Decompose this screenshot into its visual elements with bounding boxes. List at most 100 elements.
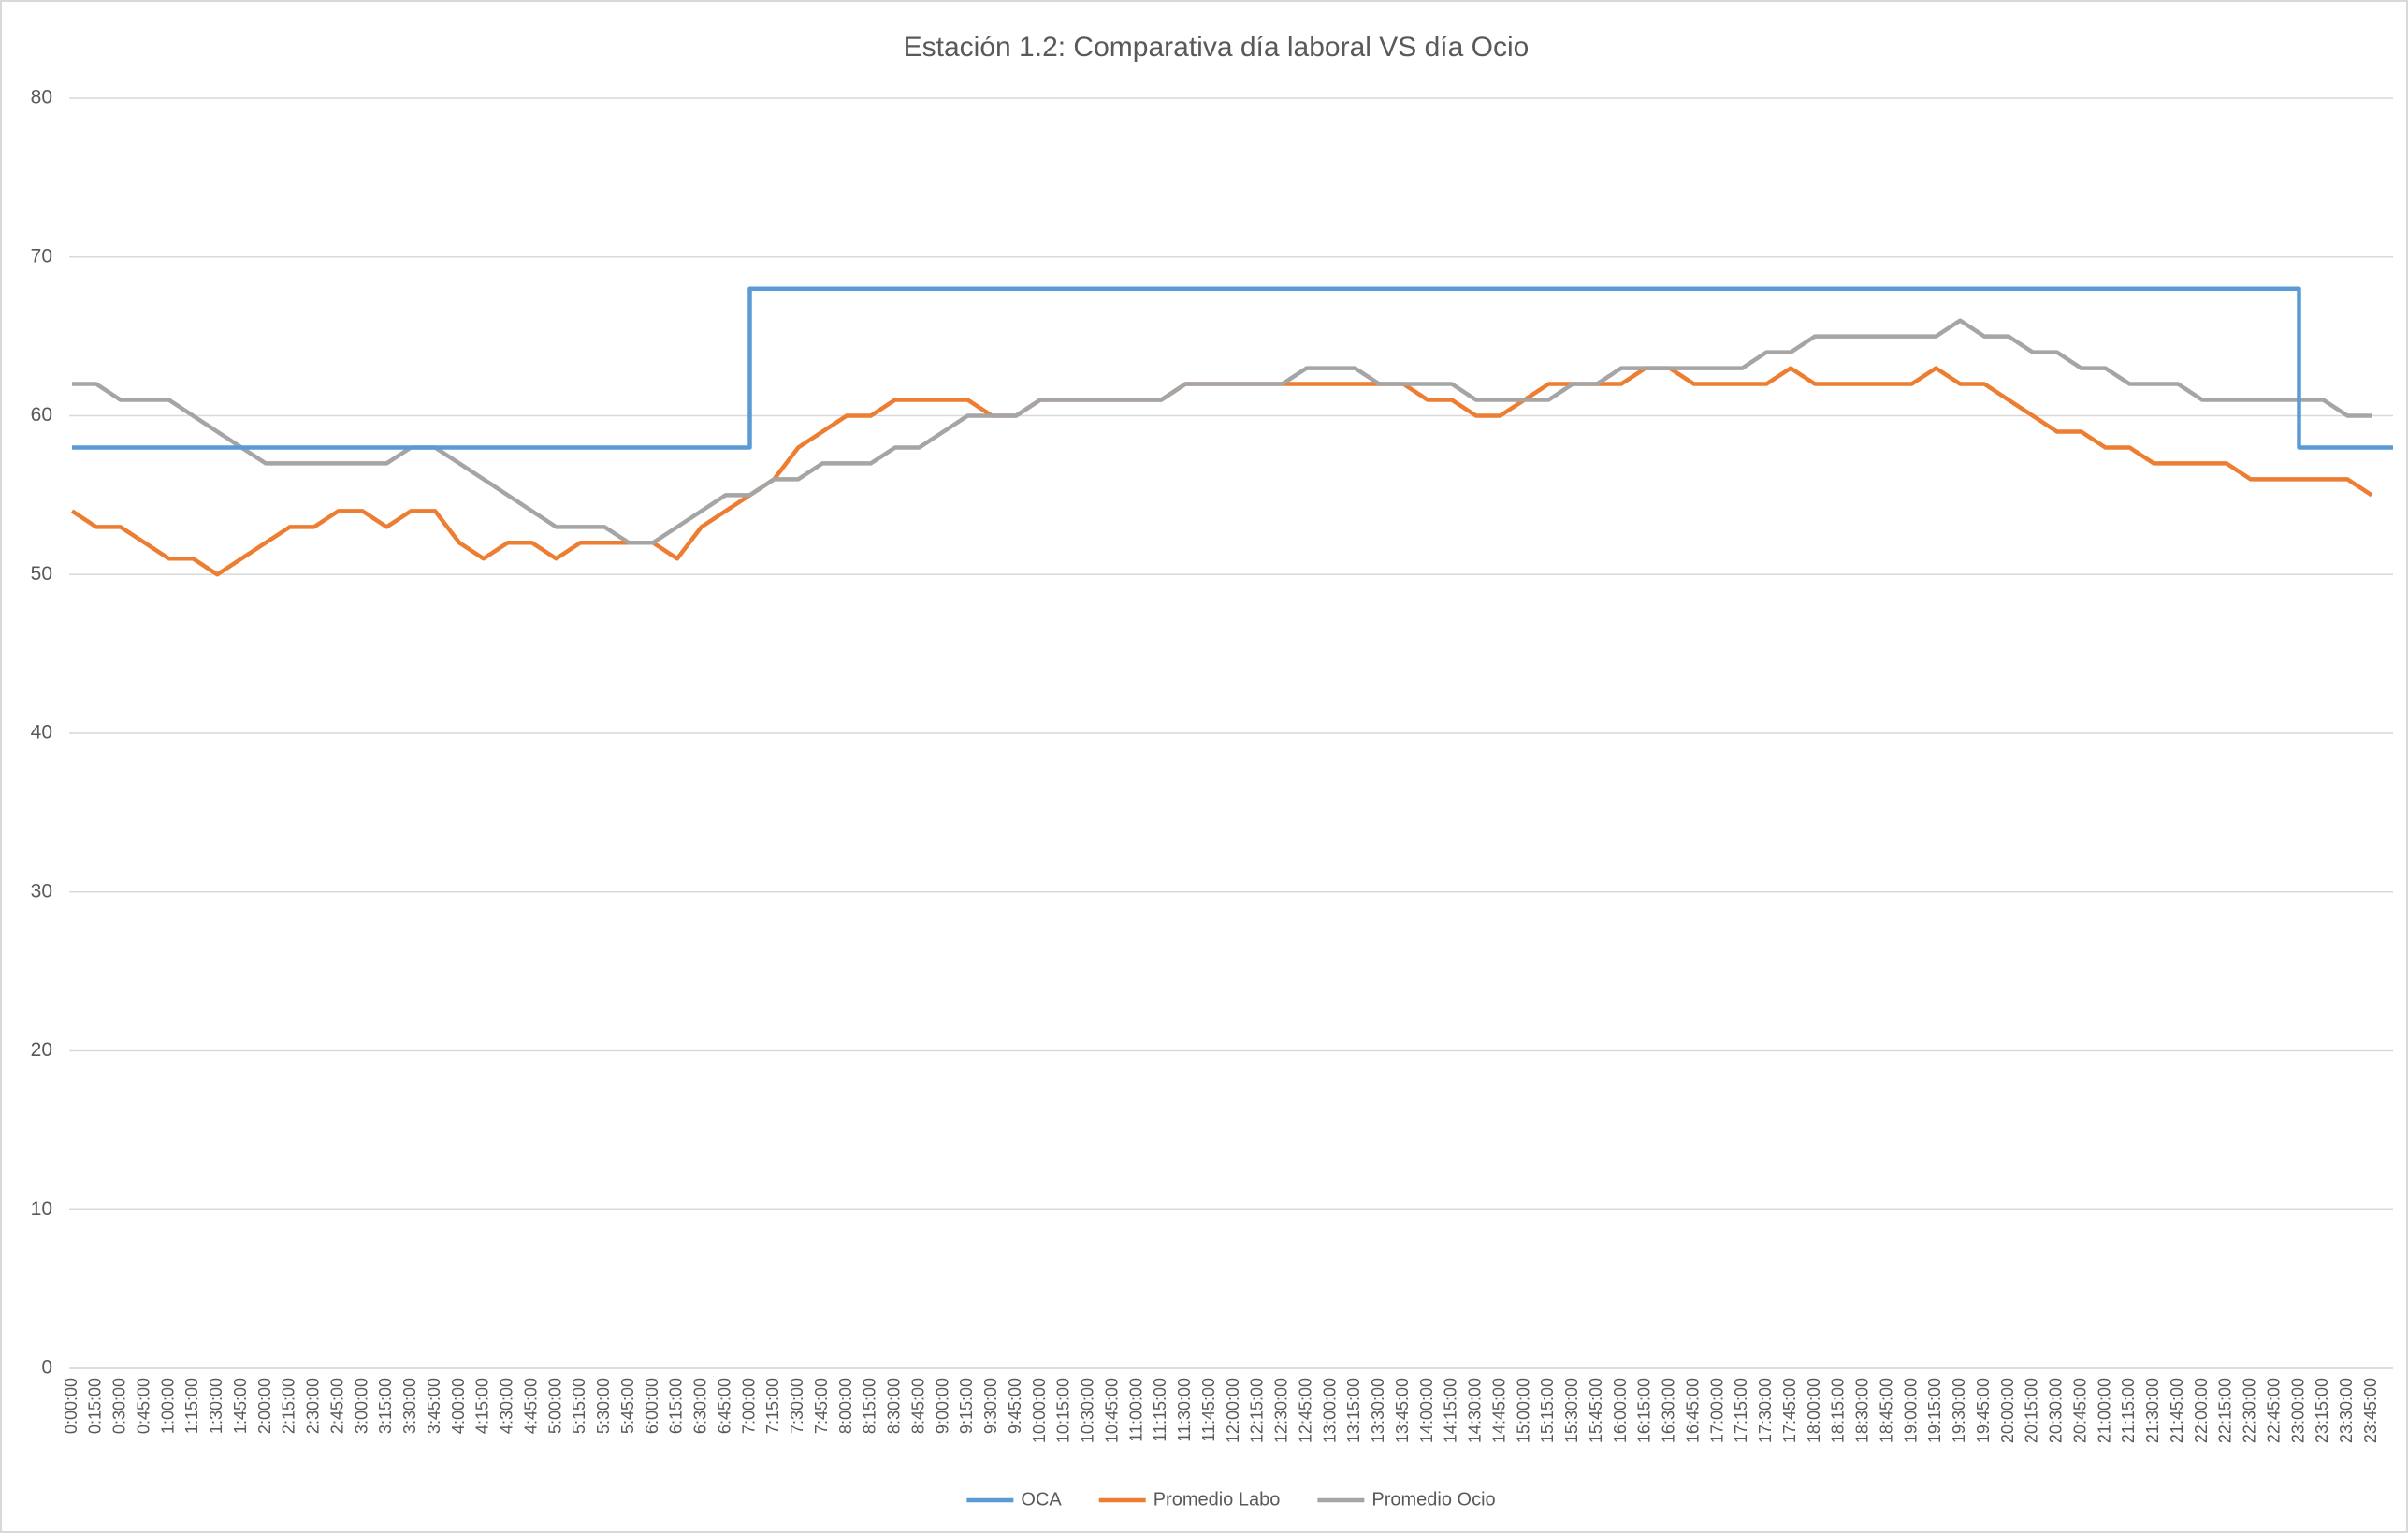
x-tick-label: 20:45:00 bbox=[2070, 1378, 2089, 1443]
x-tick-label: 9:30:00 bbox=[981, 1378, 1000, 1434]
x-tick-label: 2:00:00 bbox=[255, 1378, 274, 1434]
x-tick-label: 11:30:00 bbox=[1175, 1378, 1194, 1442]
x-tick-label: 15:45:00 bbox=[1587, 1378, 1605, 1443]
x-tick-label: 0:15:00 bbox=[86, 1378, 105, 1434]
x-tick-label: 20:15:00 bbox=[2023, 1378, 2041, 1443]
legend-label: OCA bbox=[1021, 1489, 1062, 1510]
x-tick-label: 21:15:00 bbox=[2119, 1378, 2138, 1443]
y-tick-label: 50 bbox=[31, 563, 52, 585]
x-tick-label: 15:15:00 bbox=[1538, 1378, 1557, 1443]
x-tick-label: 5:30:00 bbox=[594, 1378, 613, 1434]
x-tick-label: 2:45:00 bbox=[327, 1378, 346, 1434]
x-tick-label: 23:15:00 bbox=[2313, 1378, 2331, 1443]
x-tick-label: 14:00:00 bbox=[1417, 1378, 1436, 1443]
x-tick-label: 22:30:00 bbox=[2241, 1378, 2259, 1443]
x-tick-label: 4:15:00 bbox=[473, 1378, 492, 1434]
x-tick-label: 6:15:00 bbox=[667, 1378, 686, 1434]
x-tick-label: 8:45:00 bbox=[908, 1378, 927, 1434]
x-tick-label: 19:15:00 bbox=[1925, 1378, 1944, 1443]
x-tick-label: 0:45:00 bbox=[134, 1378, 152, 1434]
legend-label: Promedio Ocio bbox=[1371, 1489, 1495, 1510]
x-tick-label: 21:45:00 bbox=[2168, 1378, 2186, 1443]
x-tick-label: 9:00:00 bbox=[933, 1378, 951, 1434]
x-tick-label: 17:30:00 bbox=[1756, 1378, 1775, 1443]
x-tick-label: 14:30:00 bbox=[1466, 1378, 1485, 1443]
x-tick-label: 5:00:00 bbox=[545, 1378, 564, 1434]
x-tick-label: 16:45:00 bbox=[1683, 1378, 1702, 1443]
x-tick-label: 22:45:00 bbox=[2264, 1378, 2283, 1443]
x-tick-label: 5:15:00 bbox=[570, 1378, 588, 1434]
y-tick-label: 10 bbox=[31, 1198, 52, 1220]
x-tick-label: 9:45:00 bbox=[1006, 1378, 1024, 1434]
x-tick-label: 10:45:00 bbox=[1102, 1378, 1121, 1443]
x-tick-label: 10:00:00 bbox=[1030, 1378, 1049, 1443]
x-tick-label: 23:00:00 bbox=[2288, 1378, 2307, 1443]
x-tick-label: 3:00:00 bbox=[352, 1378, 370, 1434]
chart-title: Estación 1.2: Comparativa día laboral VS… bbox=[904, 32, 1530, 63]
x-tick-label: 13:00:00 bbox=[1320, 1378, 1339, 1443]
x-tick-label: 21:30:00 bbox=[2143, 1378, 2162, 1443]
x-tick-label: 19:00:00 bbox=[1901, 1378, 1920, 1443]
x-tick-label: 17:00:00 bbox=[1707, 1378, 1726, 1443]
x-tick-label: 13:30:00 bbox=[1369, 1378, 1387, 1443]
x-tick-label: 11:45:00 bbox=[1199, 1378, 1218, 1442]
x-tick-label: 12:45:00 bbox=[1296, 1378, 1314, 1443]
x-tick-label: 15:30:00 bbox=[1562, 1378, 1581, 1443]
x-tick-label: 17:15:00 bbox=[1732, 1378, 1750, 1443]
x-tick-label: 18:15:00 bbox=[1829, 1378, 1848, 1443]
x-tick-label: 4:45:00 bbox=[521, 1378, 540, 1434]
x-tick-label: 5:45:00 bbox=[618, 1378, 637, 1434]
x-tick-label: 23:30:00 bbox=[2337, 1378, 2356, 1443]
x-tick-label: 21:00:00 bbox=[2095, 1378, 2113, 1443]
x-tick-label: 14:15:00 bbox=[1442, 1378, 1460, 1443]
x-tick-label: 13:45:00 bbox=[1393, 1378, 1412, 1443]
legend: OCA Promedio Labo Promedio Ocio bbox=[966, 1489, 1496, 1510]
x-tick-label: 3:30:00 bbox=[400, 1378, 419, 1434]
x-tick-label: 18:30:00 bbox=[1853, 1378, 1872, 1443]
x-tick-label: 12:15:00 bbox=[1248, 1378, 1267, 1443]
x-tick-label: 16:30:00 bbox=[1660, 1378, 1678, 1443]
x-tick-label: 20:30:00 bbox=[2047, 1378, 2066, 1443]
x-tick-label: 8:00:00 bbox=[836, 1378, 855, 1434]
x-tick-label: 0:00:00 bbox=[62, 1378, 80, 1434]
y-tick-label: 80 bbox=[31, 87, 52, 108]
x-tick-label: 23:45:00 bbox=[2361, 1378, 2380, 1443]
y-tick-label: 40 bbox=[31, 722, 52, 744]
x-tick-label: 1:45:00 bbox=[231, 1378, 250, 1434]
x-tick-label: 7:45:00 bbox=[812, 1378, 831, 1434]
x-tick-label: 20:00:00 bbox=[1998, 1378, 2017, 1443]
x-tick-label: 9:15:00 bbox=[957, 1378, 976, 1434]
x-tick-label: 12:00:00 bbox=[1224, 1378, 1242, 1443]
x-tick-label: 7:00:00 bbox=[739, 1378, 758, 1434]
x-tick-label: 3:15:00 bbox=[376, 1378, 395, 1434]
y-tick-label: 70 bbox=[31, 245, 52, 267]
x-tick-label: 8:30:00 bbox=[885, 1378, 904, 1434]
x-tick-label: 10:30:00 bbox=[1079, 1378, 1097, 1443]
x-tick-label: 6:30:00 bbox=[691, 1378, 710, 1434]
x-tick-label: 17:45:00 bbox=[1780, 1378, 1799, 1443]
x-tick-label: 18:00:00 bbox=[1805, 1378, 1823, 1443]
series-line bbox=[72, 286, 2393, 450]
x-tick-label: 14:45:00 bbox=[1489, 1378, 1508, 1443]
x-tick-label: 10:15:00 bbox=[1054, 1378, 1073, 1443]
legend-label: Promedio Labo bbox=[1153, 1489, 1281, 1510]
x-tick-label: 2:30:00 bbox=[304, 1378, 323, 1434]
x-tick-label: 15:00:00 bbox=[1514, 1378, 1532, 1443]
x-tick-label: 16:00:00 bbox=[1611, 1378, 1630, 1443]
x-tick-label: 1:15:00 bbox=[182, 1378, 201, 1434]
y-tick-label: 0 bbox=[41, 1357, 52, 1379]
x-tick-label: 18:45:00 bbox=[1877, 1378, 1895, 1443]
x-tick-label: 22:00:00 bbox=[2192, 1378, 2211, 1443]
x-tick-label: 0:30:00 bbox=[110, 1378, 129, 1434]
x-tick-label: 7:15:00 bbox=[763, 1378, 782, 1434]
x-tick-label: 6:00:00 bbox=[643, 1378, 661, 1434]
x-tick-label: 7:30:00 bbox=[788, 1378, 806, 1434]
x-tick-label: 22:15:00 bbox=[2216, 1378, 2235, 1443]
y-tick-label: 20 bbox=[31, 1039, 52, 1061]
x-tick-label: 1:00:00 bbox=[158, 1378, 177, 1434]
x-tick-label: 6:45:00 bbox=[715, 1378, 733, 1434]
x-tick-label: 2:15:00 bbox=[280, 1378, 298, 1434]
x-tick-label: 8:15:00 bbox=[861, 1378, 879, 1434]
